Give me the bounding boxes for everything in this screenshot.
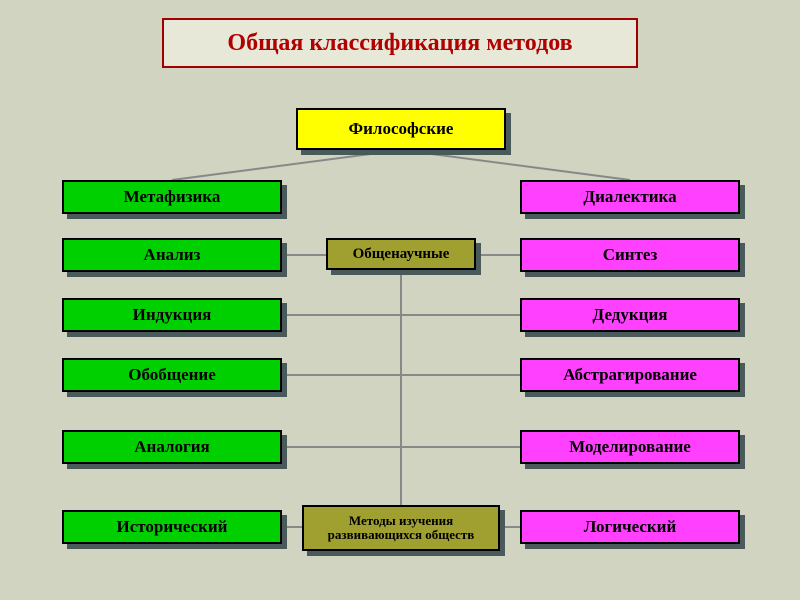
node-synthesis: Синтез: [520, 238, 740, 272]
node-metaphysics: Метафизика: [62, 180, 282, 214]
node-methods-societies: Методы изучения развивающихся обществ: [302, 505, 500, 551]
node-abstraction: Абстрагирование: [520, 358, 740, 392]
node-logical: Логический: [520, 510, 740, 544]
node-generalization: Обобщение: [62, 358, 282, 392]
node-analogy: Аналогия: [62, 430, 282, 464]
node-dialectics: Диалектика: [520, 180, 740, 214]
node-deduction: Дедукция: [520, 298, 740, 332]
node-general-scientific: Общенаучные: [326, 238, 476, 270]
node-philosophical: Философские: [296, 108, 506, 150]
node-induction: Индукция: [62, 298, 282, 332]
node-analysis: Анализ: [62, 238, 282, 272]
title-box: Общая классификация методов: [162, 18, 638, 68]
node-modeling: Моделирование: [520, 430, 740, 464]
page-title: Общая классификация методов: [227, 30, 572, 57]
node-historical: Исторический: [62, 510, 282, 544]
